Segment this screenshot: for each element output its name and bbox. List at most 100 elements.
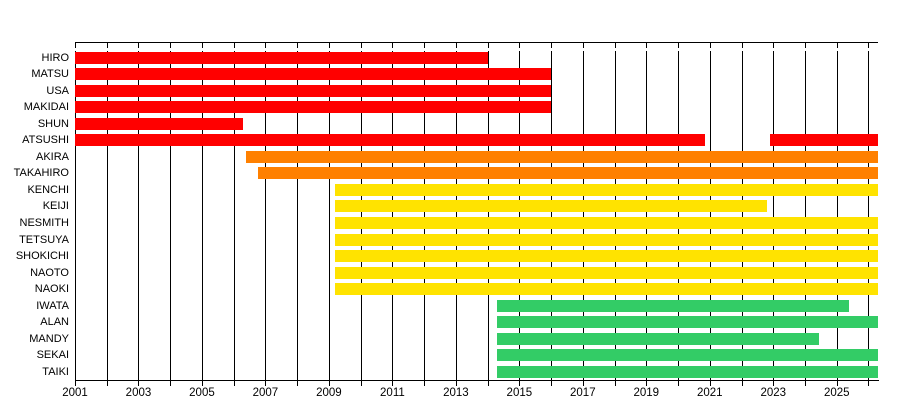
- x-axis-tick: [773, 381, 775, 386]
- member-label: ATSUSHI: [22, 134, 69, 147]
- top-axis-tick: [297, 43, 299, 48]
- year-gridline: [297, 50, 299, 380]
- x-axis-tick: [297, 381, 299, 386]
- top-axis-tick: [170, 43, 172, 48]
- x-axis-tick-label: 2015: [506, 387, 533, 399]
- top-axis-tick: [582, 43, 584, 48]
- member-label: TAIKI: [42, 365, 69, 378]
- x-axis-tick-label: 2023: [760, 387, 787, 399]
- x-axis-tick: [75, 381, 76, 386]
- member-label: ALAN: [40, 316, 69, 329]
- member-label: SEKAI: [36, 349, 69, 362]
- top-axis-tick: [360, 43, 362, 48]
- member-bar-segment: [497, 316, 878, 329]
- top-scale-line: [75, 42, 878, 43]
- top-axis-tick: [709, 43, 711, 48]
- member-bar-segment: [335, 183, 878, 196]
- member-bar-segment: [75, 101, 552, 114]
- member-bar-segment: [257, 167, 878, 180]
- member-label: NAOTO: [30, 266, 69, 279]
- x-axis-tick: [836, 381, 838, 386]
- top-axis-tick: [138, 43, 140, 48]
- x-axis-tick: [392, 381, 394, 386]
- x-axis-tick-label: 2005: [189, 387, 215, 399]
- top-axis-tick: [233, 43, 235, 48]
- top-axis-tick: [614, 43, 616, 48]
- x-axis-tick: [170, 381, 172, 386]
- year-gridline: [836, 50, 838, 380]
- year-gridline: [773, 50, 775, 380]
- x-axis-tick-label: 2011: [380, 387, 405, 399]
- x-axis-tick-label: 2025: [823, 387, 850, 399]
- member-bar-segment: [770, 134, 878, 147]
- x-axis-tick: [487, 381, 489, 386]
- year-gridline: [106, 50, 108, 380]
- top-axis-tick: [75, 43, 76, 48]
- x-axis-tick-label: 2001: [62, 387, 88, 399]
- x-axis-tick: [868, 381, 870, 386]
- year-gridline: [709, 50, 711, 380]
- year-gridline: [392, 50, 394, 380]
- x-axis-tick: [551, 381, 553, 386]
- x-axis-tick: [265, 381, 267, 386]
- x-axis-tick: [455, 381, 457, 386]
- top-axis-tick: [424, 43, 426, 48]
- top-axis-tick: [551, 43, 553, 48]
- top-axis-tick: [201, 43, 203, 48]
- member-bar-segment: [75, 117, 244, 130]
- year-gridline: [233, 50, 235, 380]
- member-bar-segment: [246, 150, 878, 163]
- year-gridline: [487, 50, 489, 380]
- member-label: TAKAHIRO: [13, 167, 69, 180]
- x-axis-tick: [360, 381, 362, 386]
- x-axis-tick-label: 2009: [316, 387, 342, 399]
- year-gridline: [455, 50, 457, 380]
- member-bar-segment: [75, 68, 552, 81]
- year-gridline: [201, 50, 203, 380]
- member-label: NESMITH: [19, 217, 70, 229]
- top-axis-tick: [741, 43, 743, 48]
- year-gridline: [265, 50, 267, 380]
- x-axis-tick-label: 2013: [443, 387, 469, 399]
- member-bar-segment: [335, 250, 878, 263]
- year-gridline: [741, 50, 743, 380]
- member-label: TETSUYA: [19, 233, 69, 246]
- year-gridline: [360, 50, 362, 380]
- year-gridline: [328, 50, 330, 380]
- member-bar-segment: [75, 84, 552, 97]
- x-axis-tick: [519, 381, 521, 386]
- member-label: NAOKI: [34, 283, 69, 296]
- year-gridline: [138, 50, 140, 380]
- year-gridline: [519, 50, 521, 380]
- x-axis-tick: [646, 381, 648, 386]
- member-bar-segment: [497, 332, 820, 345]
- year-gridline: [424, 50, 426, 380]
- member-bar-segment: [335, 200, 767, 213]
- member-label: SHOKICHI: [15, 250, 69, 263]
- x-axis-tick: [582, 381, 584, 386]
- member-label: AKIRA: [35, 150, 69, 163]
- top-axis-tick: [265, 43, 267, 48]
- year-gridline: [582, 50, 584, 380]
- member-bar-segment: [497, 365, 878, 378]
- member-bar-segment: [335, 266, 878, 279]
- member-bar-segment: [497, 299, 850, 312]
- year-gridline: [805, 50, 806, 380]
- top-axis-tick: [106, 43, 108, 48]
- x-axis-tick: [201, 381, 203, 386]
- x-axis-tick-label: 2003: [125, 387, 152, 399]
- x-axis-tick: [106, 381, 108, 386]
- year-gridline: [646, 50, 648, 380]
- member-bar-segment: [75, 51, 488, 64]
- year-gridline: [75, 50, 76, 380]
- member-bar-segment: [497, 349, 878, 362]
- x-axis-tick-label: 2021: [696, 387, 723, 399]
- member-bar-segment: [335, 283, 878, 296]
- member-label: KEIJI: [42, 200, 69, 213]
- x-axis-tick: [328, 381, 330, 386]
- x-axis-line: [75, 380, 879, 381]
- top-axis-tick: [836, 43, 838, 48]
- top-axis-tick: [868, 43, 870, 48]
- top-axis-tick: [328, 43, 330, 48]
